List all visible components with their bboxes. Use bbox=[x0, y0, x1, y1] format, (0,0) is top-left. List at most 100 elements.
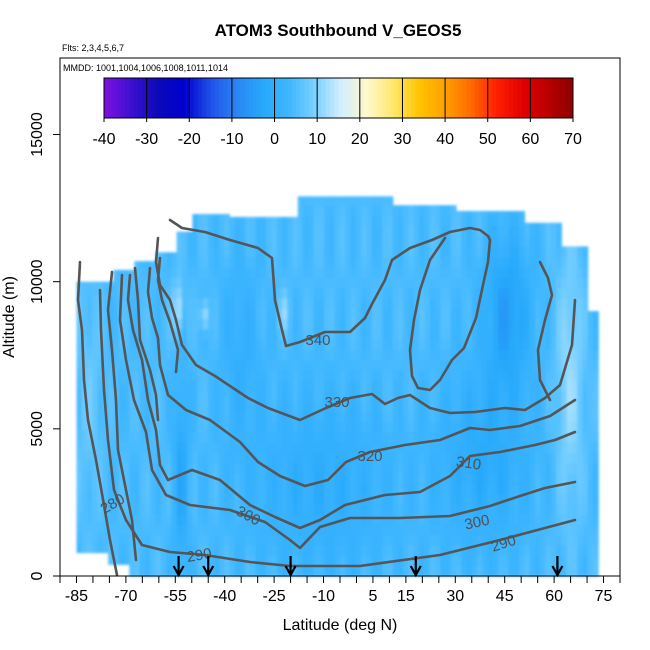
heatmap-cell bbox=[229, 400, 236, 412]
heatmap-cell bbox=[424, 349, 431, 361]
heatmap-cell bbox=[461, 534, 468, 546]
heatmap-cell bbox=[187, 473, 194, 484]
heatmap-cell bbox=[318, 267, 325, 278]
heatmap-cell bbox=[282, 370, 288, 381]
heatmap-cell bbox=[340, 308, 346, 320]
heatmap-cell bbox=[471, 545, 478, 556]
heatmap-cell bbox=[545, 318, 552, 330]
heatmap-cell bbox=[461, 359, 468, 371]
heatmap-cell bbox=[487, 328, 494, 340]
heatmap-cell bbox=[577, 514, 584, 526]
heatmap-cell bbox=[503, 328, 510, 340]
heatmap-cell bbox=[134, 524, 141, 536]
heatmap-cell bbox=[387, 390, 394, 402]
heatmap-cell bbox=[181, 431, 188, 443]
heatmap-cell bbox=[545, 328, 552, 340]
heatmap-cell bbox=[361, 205, 367, 217]
heatmap-cell bbox=[324, 308, 331, 320]
heatmap-cell bbox=[524, 400, 531, 412]
heatmap-cell bbox=[582, 431, 589, 443]
heatmap-cell bbox=[419, 473, 425, 484]
heatmap-cell bbox=[145, 267, 151, 278]
heatmap-cell bbox=[545, 349, 552, 361]
heatmap-cell bbox=[508, 256, 515, 268]
heatmap-cell bbox=[166, 277, 172, 289]
heatmap-cell bbox=[76, 439, 83, 450]
heatmap-cell bbox=[545, 287, 552, 299]
heatmap-cell bbox=[239, 421, 246, 433]
heatmap-cell bbox=[376, 555, 383, 567]
heatmap-cell bbox=[292, 534, 299, 546]
heatmap-cell bbox=[287, 236, 294, 247]
heatmap-cell bbox=[392, 565, 399, 577]
heatmap-cell bbox=[255, 328, 262, 340]
heatmap-cell bbox=[582, 555, 589, 567]
heatmap-cell bbox=[87, 346, 93, 358]
heatmap-cell bbox=[376, 236, 383, 247]
heatmap-cell bbox=[398, 503, 404, 515]
heatmap-cell bbox=[519, 555, 526, 567]
heatmap-cell bbox=[308, 380, 315, 392]
heatmap-cell bbox=[160, 287, 167, 299]
heatmap-cell bbox=[340, 524, 346, 536]
heatmap-cell bbox=[239, 267, 246, 278]
heatmap-cell bbox=[166, 462, 172, 474]
heatmap-cell bbox=[155, 514, 162, 526]
heatmap-cell bbox=[456, 421, 462, 433]
heatmap-cell bbox=[192, 411, 199, 423]
colorbar-segment bbox=[270, 78, 276, 118]
heatmap-cell bbox=[466, 555, 473, 567]
heatmap-cell bbox=[482, 287, 489, 299]
heatmap-cell bbox=[561, 359, 568, 371]
heatmap-cell bbox=[519, 452, 526, 464]
heatmap-cell bbox=[471, 421, 478, 433]
heatmap-cell bbox=[450, 473, 457, 484]
heatmap-cell bbox=[355, 534, 362, 546]
heatmap-cell bbox=[398, 452, 404, 464]
heatmap-cell bbox=[556, 421, 562, 433]
heatmap-cell bbox=[582, 462, 589, 474]
heatmap-cell bbox=[334, 267, 341, 278]
heatmap-cell bbox=[250, 473, 257, 484]
heatmap-cell bbox=[561, 267, 568, 278]
heatmap-cell bbox=[239, 308, 246, 320]
heatmap-cell bbox=[92, 397, 99, 409]
heatmap-cell bbox=[260, 390, 267, 402]
heatmap-cell bbox=[461, 442, 468, 453]
heatmap-cell bbox=[392, 359, 399, 371]
heatmap-cell bbox=[582, 421, 589, 433]
heatmap-cell bbox=[398, 462, 404, 474]
heatmap-cell bbox=[519, 339, 526, 350]
heatmap-cell bbox=[392, 287, 399, 299]
heatmap-cell bbox=[324, 196, 331, 206]
heatmap-cell bbox=[76, 397, 83, 409]
heatmap-cell bbox=[382, 287, 389, 299]
heatmap-cell bbox=[303, 473, 309, 484]
heatmap-cell bbox=[434, 555, 441, 567]
heatmap-cell bbox=[176, 473, 183, 484]
heatmap-cell bbox=[392, 473, 399, 484]
heatmap-cell bbox=[519, 256, 526, 268]
heatmap-cell bbox=[376, 452, 383, 464]
heatmap-cell bbox=[139, 524, 146, 536]
heatmap-cell bbox=[229, 349, 236, 361]
heatmap-cell bbox=[92, 418, 99, 430]
heatmap-cell bbox=[513, 328, 520, 340]
heatmap-cell bbox=[176, 308, 183, 320]
heatmap-cell bbox=[471, 431, 478, 443]
heatmap-cell bbox=[508, 452, 515, 464]
heatmap-cell bbox=[324, 287, 331, 299]
heatmap-cell bbox=[361, 534, 367, 546]
colorbar-segment bbox=[372, 78, 378, 118]
heatmap-cell bbox=[524, 421, 531, 433]
heatmap-cell bbox=[329, 225, 336, 237]
heatmap-cell bbox=[255, 236, 262, 247]
heatmap-cell bbox=[297, 555, 304, 567]
heatmap-cell bbox=[571, 267, 578, 278]
heatmap-cell bbox=[292, 370, 299, 381]
heatmap-cell bbox=[513, 277, 520, 289]
heatmap-cell bbox=[76, 490, 83, 502]
heatmap-cell bbox=[150, 514, 157, 526]
heatmap-cell bbox=[334, 390, 341, 402]
heatmap-cell bbox=[355, 287, 362, 299]
